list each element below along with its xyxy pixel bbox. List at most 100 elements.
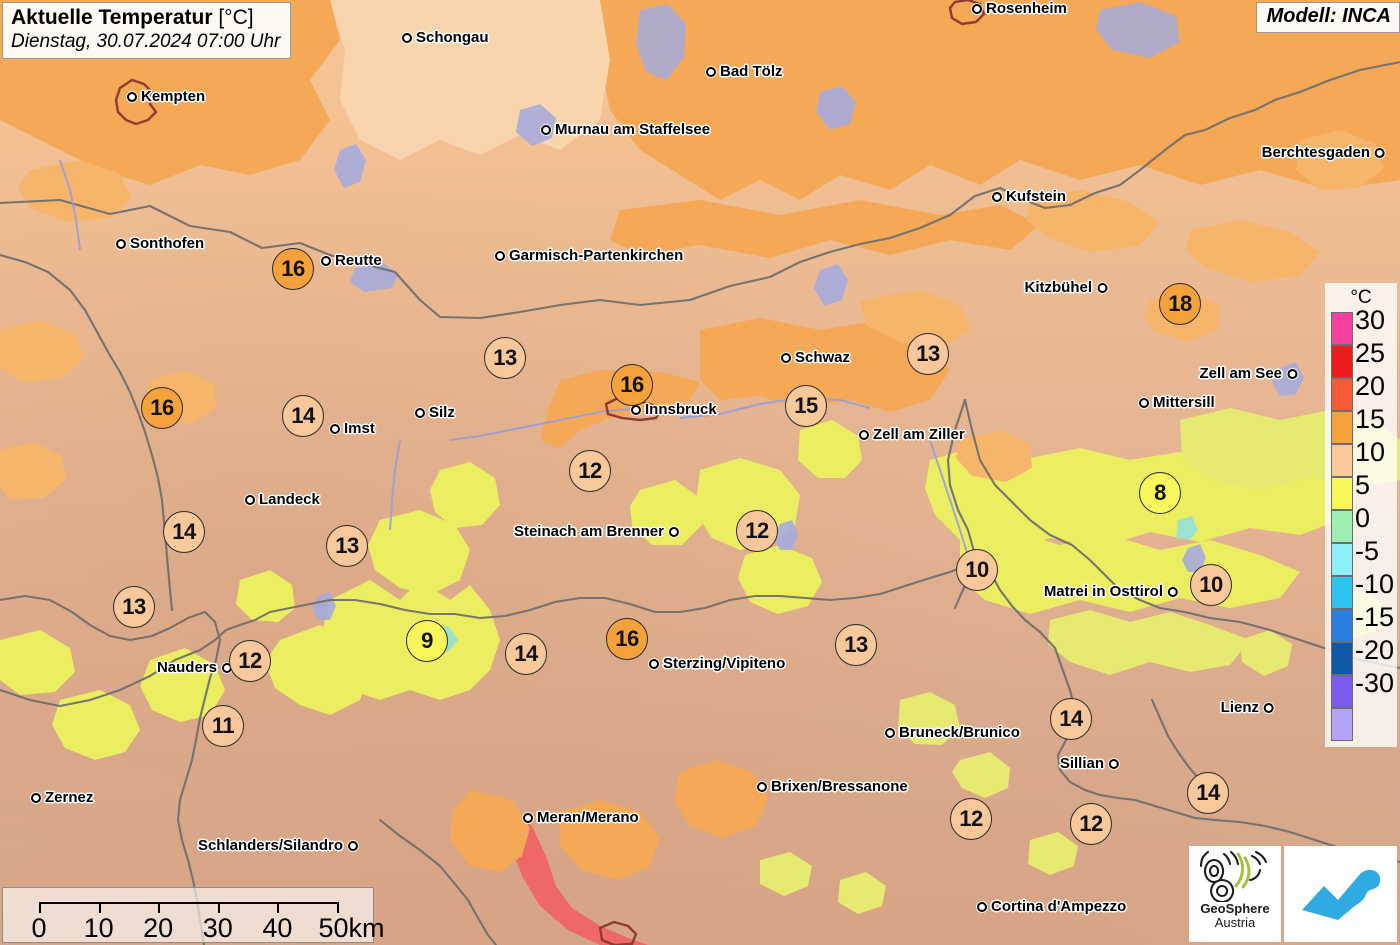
temperature-band-shape bbox=[1096, 2, 1180, 58]
page-title: Aktuelle Temperatur [°C] bbox=[11, 6, 280, 30]
scale-tick bbox=[39, 902, 41, 913]
scale-label: 40 bbox=[262, 913, 293, 943]
legend-unit-label: °C bbox=[1350, 287, 1372, 308]
legend-swatch bbox=[1331, 411, 1353, 444]
legend-swatch bbox=[1331, 642, 1353, 675]
map-timestamp: Dienstag, 30.07.2024 07:00 Uhr bbox=[11, 31, 281, 53]
station-value-marker[interactable]: 14 bbox=[1187, 772, 1229, 814]
legend-row: -5 bbox=[1325, 536, 1397, 576]
temperature-band-shape bbox=[798, 420, 862, 478]
station-value-marker[interactable]: 18 bbox=[1159, 283, 1201, 325]
legend-row: 25 bbox=[1325, 338, 1397, 378]
station-value-marker[interactable]: 14 bbox=[505, 633, 547, 675]
legend-tick-label: -20 bbox=[1355, 635, 1395, 665]
scale-tick bbox=[158, 902, 161, 913]
station-value-marker[interactable]: 12 bbox=[1070, 803, 1112, 845]
scale-label: 0 bbox=[31, 913, 47, 943]
temperature-band-shape bbox=[0, 442, 66, 500]
legend-tick-label: 10 bbox=[1355, 437, 1386, 467]
temperature-band-shape bbox=[1028, 832, 1078, 875]
station-value-marker[interactable]: 16 bbox=[141, 387, 183, 429]
partner-logo[interactable] bbox=[1284, 846, 1397, 942]
station-value-marker[interactable]: 10 bbox=[1190, 564, 1232, 606]
station-value-marker[interactable]: 8 bbox=[1139, 472, 1181, 514]
station-value-marker[interactable]: 11 bbox=[202, 705, 244, 747]
legend-row: -10 bbox=[1325, 569, 1397, 609]
title-unit: [°C] bbox=[218, 6, 254, 29]
legend-swatch bbox=[1331, 576, 1353, 609]
temperature-band-shape bbox=[265, 625, 370, 715]
title-text: Aktuelle Temperatur bbox=[11, 6, 213, 29]
legend-swatch bbox=[1331, 312, 1353, 345]
legend-tick-label: 30 bbox=[1355, 305, 1386, 335]
station-value-marker[interactable]: 9 bbox=[406, 620, 448, 662]
temperature-band-shape bbox=[1048, 610, 1250, 675]
temperature-band-shape bbox=[600, 0, 1400, 200]
model-label: Modell: INCA bbox=[1255, 2, 1400, 33]
legend-rows: 30 25 20 15 10 5 0 -5 -10 -15 -20 -30 bbox=[1325, 305, 1397, 741]
legend-row bbox=[1325, 708, 1397, 741]
scale-tick bbox=[337, 902, 339, 913]
station-value-marker[interactable]: 12 bbox=[229, 640, 271, 682]
scale-tick bbox=[98, 902, 101, 913]
station-value-marker[interactable]: 14 bbox=[163, 511, 205, 553]
station-value-marker[interactable]: 12 bbox=[736, 510, 778, 552]
temperature-band-shape bbox=[334, 144, 366, 188]
temperature-band-shape bbox=[0, 630, 75, 695]
map-title-box: Aktuelle Temperatur [°C] Dienstag, 30.07… bbox=[2, 2, 292, 59]
station-value-marker[interactable]: 16 bbox=[611, 364, 653, 406]
legend-swatch bbox=[1331, 543, 1353, 576]
temperature-band-shape bbox=[952, 752, 1010, 798]
legend-tick-label: -15 bbox=[1355, 602, 1395, 632]
legend-row: 20 bbox=[1325, 371, 1397, 411]
station-value-marker[interactable]: 16 bbox=[606, 618, 648, 660]
station-value-marker[interactable]: 14 bbox=[282, 395, 324, 437]
station-value-marker[interactable]: 10 bbox=[956, 549, 998, 591]
station-value-marker[interactable]: 13 bbox=[326, 525, 368, 567]
station-value-marker[interactable]: 13 bbox=[484, 337, 526, 379]
legend-tick-label: 0 bbox=[1355, 503, 1371, 533]
legend-tick-label: 15 bbox=[1355, 404, 1386, 434]
legend-tick-label: -30 bbox=[1355, 668, 1395, 698]
scale-label: 20 bbox=[143, 913, 174, 943]
station-value-marker[interactable]: 12 bbox=[950, 798, 992, 840]
station-value-marker[interactable]: 15 bbox=[785, 385, 827, 427]
scale-label: 30 bbox=[202, 913, 233, 943]
scale-label: 10 bbox=[83, 913, 114, 943]
station-value-marker[interactable]: 12 bbox=[569, 450, 611, 492]
temperature-band-shape bbox=[838, 872, 886, 914]
temperature-band-shape bbox=[610, 200, 1040, 258]
legend-swatch bbox=[1331, 510, 1353, 543]
geosphere-swirl-icon bbox=[1199, 850, 1268, 902]
legend-row: -20 bbox=[1325, 635, 1397, 675]
station-value-marker[interactable]: 16 bbox=[272, 248, 314, 290]
legend-tick-label: -10 bbox=[1355, 569, 1395, 599]
temperature-band-shape bbox=[516, 104, 556, 146]
station-value-marker[interactable]: 13 bbox=[907, 333, 949, 375]
legend-row: 15 bbox=[1325, 404, 1397, 444]
legend-swatch bbox=[1331, 477, 1353, 510]
temperature-band-shape bbox=[860, 290, 970, 350]
temperature-band-shape bbox=[1182, 544, 1206, 572]
temperature-band-shape bbox=[760, 852, 812, 896]
temperature-legend: °C 30 25 20 15 10 5 0 -5 -10 -15 -20 -30 bbox=[1325, 283, 1397, 747]
temperature-band-shape bbox=[898, 692, 960, 745]
geosphere-austria-logo[interactable]: GeoSphere Austria bbox=[1189, 846, 1281, 942]
legend-row: 0 bbox=[1325, 503, 1397, 543]
temperature-band-shape bbox=[630, 480, 702, 545]
legend-row: -15 bbox=[1325, 602, 1397, 642]
legend-row: 30 bbox=[1325, 305, 1397, 345]
legend-row: 5 bbox=[1325, 470, 1397, 510]
station-value-marker[interactable]: 14 bbox=[1050, 698, 1092, 740]
legend-swatch bbox=[1331, 378, 1353, 411]
legend-tick-label: 25 bbox=[1355, 338, 1386, 368]
legend-swatch bbox=[1331, 444, 1353, 477]
station-value-marker[interactable]: 13 bbox=[835, 624, 877, 666]
temperature-band-shape bbox=[368, 510, 470, 595]
legend-tick-label: 5 bbox=[1355, 470, 1371, 500]
station-value-marker[interactable]: 13 bbox=[113, 586, 155, 628]
